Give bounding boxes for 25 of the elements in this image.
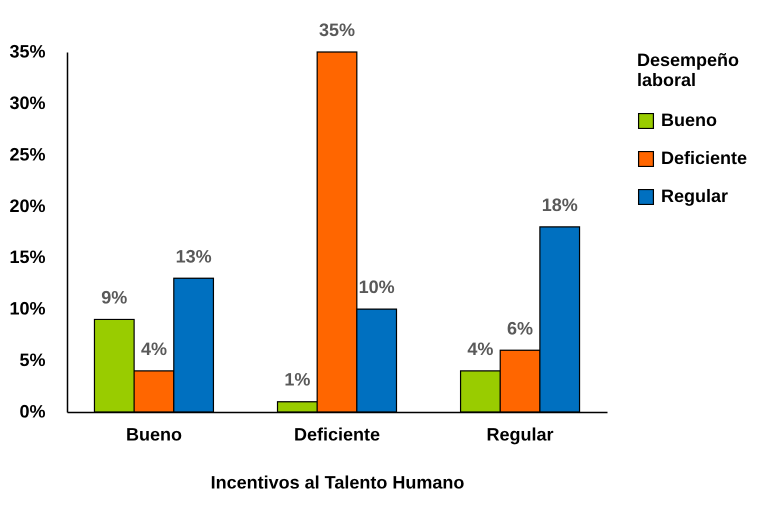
legend-label: Bueno: [661, 110, 717, 130]
legend-label: Regular: [661, 186, 728, 206]
y-tick-label: 30%: [9, 92, 46, 113]
legend-label: Deficiente: [661, 148, 748, 168]
data-label: 1%: [284, 370, 310, 390]
data-label: 13%: [176, 246, 212, 266]
y-tick-label: 15%: [9, 247, 46, 268]
legend-title: Desempeño laboral: [637, 50, 740, 90]
x-tick-label: Bueno: [126, 424, 182, 444]
data-label: 10%: [358, 277, 395, 298]
y-tick-label: 0%: [19, 402, 46, 422]
y-tick-label: 25%: [9, 144, 46, 164]
data-label: 9%: [101, 287, 128, 308]
y-tick-label: 10%: [9, 298, 46, 319]
data-label: 6%: [507, 318, 534, 338]
x-tick-label: Regular: [486, 424, 554, 444]
data-label: 18%: [542, 194, 578, 215]
data-label: 4%: [467, 338, 494, 359]
y-tick-label: 5%: [19, 350, 46, 370]
data-label: 35%: [318, 20, 356, 40]
x-tick-label: Deficiente: [294, 424, 380, 444]
x-axis-title: Incentivos al Talento Humano: [210, 472, 464, 492]
y-tick-label: 35%: [9, 42, 46, 62]
data-label: 4%: [140, 338, 167, 359]
y-tick-label: 20%: [9, 196, 46, 216]
